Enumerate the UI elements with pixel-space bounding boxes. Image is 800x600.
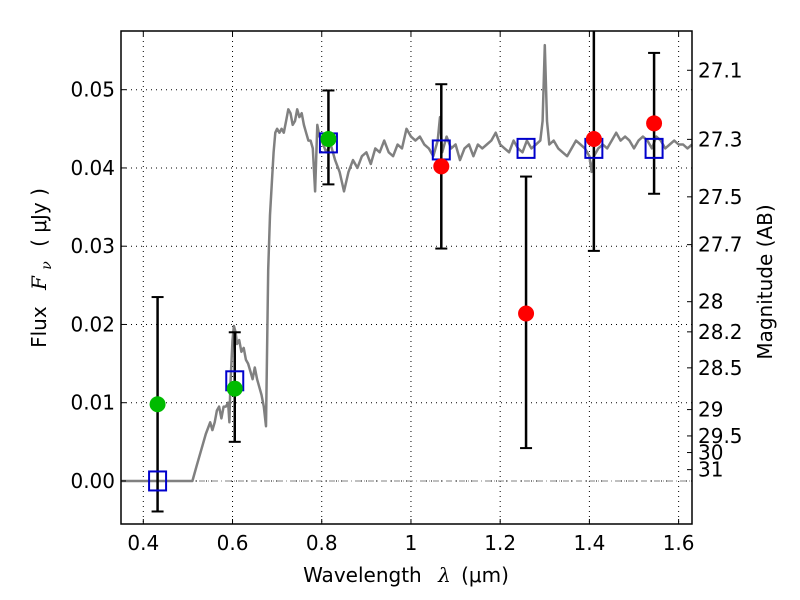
y-tick-label: 0.04	[70, 156, 115, 180]
detection-point	[226, 380, 243, 397]
spectrum-line	[121, 43, 693, 483]
x-tick-label: 0.6	[217, 531, 249, 555]
observed-points-series	[149, 115, 663, 413]
y-tick-label: 0.02	[70, 312, 115, 336]
y2-axis-label: Magnitude (AB)	[753, 204, 777, 359]
plot-frame	[120, 30, 693, 525]
y2-tick-label: 27.3	[698, 127, 743, 151]
x-axis-label-unit: (μm)	[461, 563, 509, 587]
y2-tick-label: 31	[698, 458, 723, 482]
non-detection-point	[585, 130, 602, 147]
model-photometry-square	[148, 470, 168, 492]
y-tick-label: 0.03	[70, 234, 115, 258]
x-axis: 0.4 0.6 0.8 1 1.2 1.4 1.6	[127, 31, 695, 555]
grid	[121, 31, 692, 524]
model-photometry-square	[516, 137, 536, 159]
model-spectrum-series	[121, 43, 693, 483]
y2-tick-label: 28.2	[698, 320, 743, 344]
y-axis-left: 0.00 0.01 0.02 0.03 0.04 0.05	[70, 78, 126, 493]
x-tick-label: 0.4	[127, 531, 159, 555]
y-axis-label: Flux F ν ( μJy )	[27, 188, 56, 348]
y-tick-label: 0.05	[70, 78, 115, 102]
y2-tick-label: 27.1	[698, 58, 743, 82]
x-tick-label: 1.2	[484, 531, 516, 555]
y2-tick-label: 30	[698, 441, 723, 465]
y-tick-label: 0.00	[70, 469, 115, 493]
x-tick-label: 1.6	[663, 531, 695, 555]
y2-tick-label: 29	[698, 398, 723, 422]
y2-tick-label: 27.5	[698, 185, 743, 209]
y2-tick-label: 28	[698, 290, 723, 314]
y-axis-label-unit: ( μJy )	[27, 188, 51, 247]
y-axis-label-text: Flux	[27, 306, 51, 348]
y-tick-label: 0.01	[70, 391, 115, 415]
non-detection-point	[433, 158, 450, 175]
errorbar-group	[151, 31, 661, 513]
y-axis-label-subscript: ν	[39, 261, 55, 270]
x-tick-label: 1	[405, 531, 418, 555]
detection-point	[149, 396, 166, 413]
x-tick-label: 0.8	[306, 531, 338, 555]
y-axis-label-symbol: F	[27, 275, 51, 291]
model-photometry-square	[644, 137, 664, 159]
model-photometry-series	[148, 132, 664, 492]
x-axis-label-symbol: λ	[437, 563, 451, 587]
y2-tick-label: 29.5	[698, 424, 743, 448]
y2-tick-label: 28.5	[698, 356, 743, 380]
non-detection-point	[646, 115, 663, 132]
non-detection-point	[518, 305, 535, 322]
y2-tick-label: 27.7	[698, 233, 743, 257]
x-tick-label: 1.4	[573, 531, 605, 555]
x-axis-label: Wavelength λ (μm)	[303, 563, 509, 587]
x-axis-label-text: Wavelength	[303, 563, 422, 587]
detection-point	[320, 130, 337, 147]
